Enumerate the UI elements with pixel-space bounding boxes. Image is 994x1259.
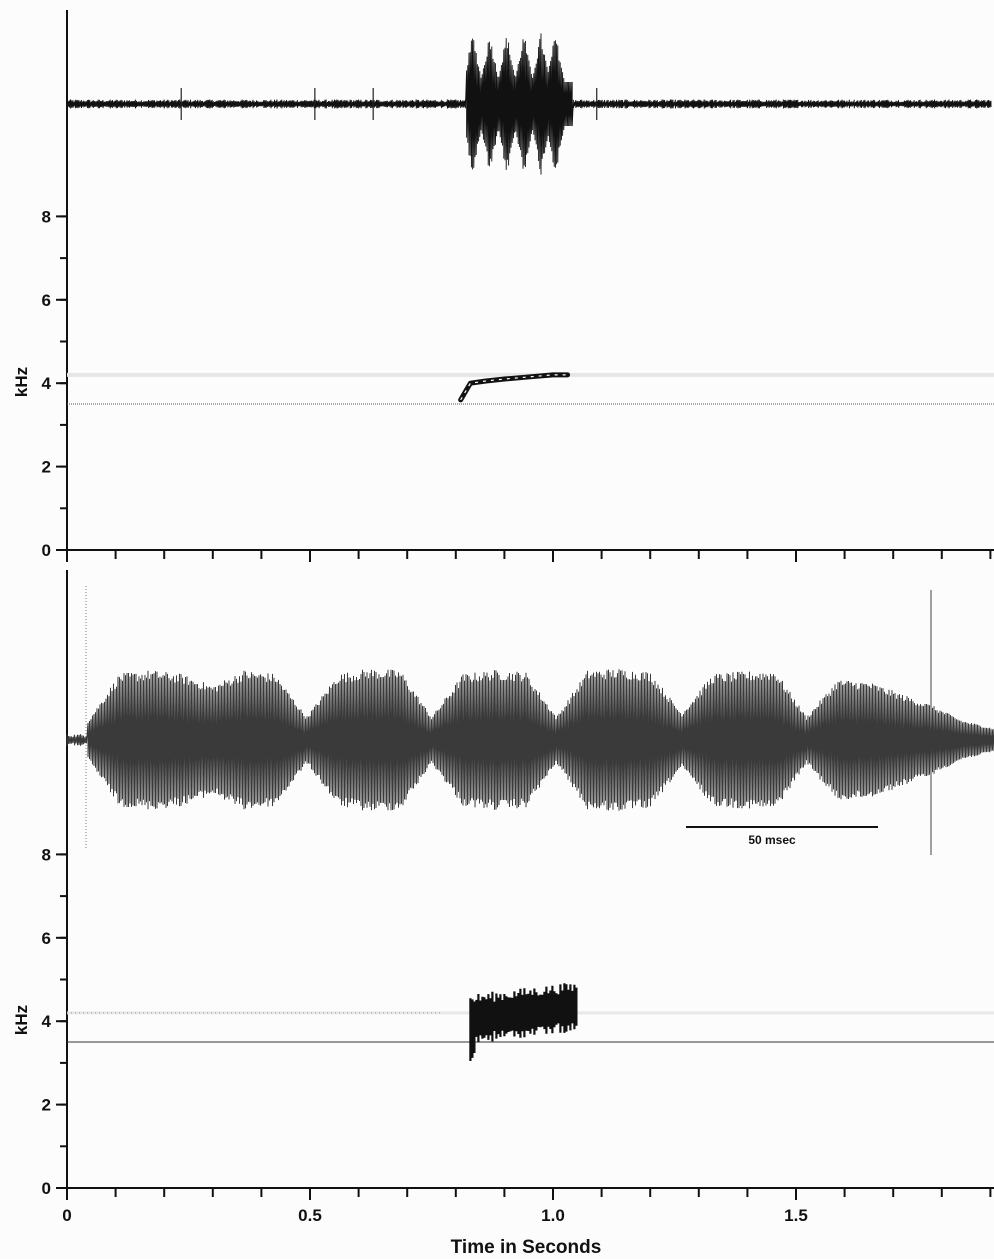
top-trace — [458, 372, 571, 403]
bottom-x-tick-label: 0.5 — [298, 1206, 322, 1225]
bottom-panel: 0 2 4 6 8 0 0.5 1.0 1.5 50 msec kHz Time in Sec… — [12, 570, 994, 1258]
bottom-trace — [469, 983, 578, 1061]
scale-bar: 50 msec — [686, 826, 878, 847]
top-y-tick-label-0: 0 — [42, 541, 51, 560]
x-axis-label: Time in Seconds — [451, 1237, 602, 1258]
bottom-y-tick-label-6: 6 — [42, 929, 51, 948]
top-waveform-signal — [66, 33, 992, 175]
bottom-y-axis-label: kHz — [12, 1005, 31, 1035]
bottom-y-tick-label-2: 2 — [42, 1096, 51, 1115]
bottom-y-tick-label-8: 8 — [42, 845, 51, 864]
top-y-axis-label: kHz — [12, 367, 31, 397]
top-y-tick-label-2: 2 — [42, 458, 51, 477]
top-x-ticks — [66, 550, 992, 562]
top-y-ticks: 0 2 4 6 8 — [42, 207, 67, 560]
bottom-x-ticks: 0 0.5 1.0 1.5 — [62, 1188, 992, 1225]
top-y-tick-label-4: 4 — [42, 374, 52, 393]
top-spectrogram-trace — [67, 372, 994, 405]
top-panel: 0 2 4 6 8 kHz — [12, 10, 994, 562]
bottom-x-tick-label: 0 — [62, 1206, 71, 1225]
bottom-expanded-waveform — [66, 586, 994, 855]
bottom-waveform-signal — [66, 669, 994, 811]
top-trace-texture — [460, 374, 568, 401]
top-y-tick-label-8: 8 — [42, 207, 51, 226]
bottom-y-tick-label-4: 4 — [42, 1012, 52, 1031]
bottom-y-tick-label-0: 0 — [42, 1179, 51, 1198]
scale-bar-label: 50 msec — [748, 833, 796, 847]
bottom-spectrogram-trace — [67, 983, 994, 1061]
bottom-x-tick-label: 1.5 — [784, 1206, 808, 1225]
bottom-y-ticks: 0 2 4 6 8 — [42, 845, 67, 1198]
bottom-x-tick-label: 1.0 — [541, 1206, 565, 1225]
top-y-tick-label-6: 6 — [42, 291, 51, 310]
top-waveform — [66, 33, 992, 175]
